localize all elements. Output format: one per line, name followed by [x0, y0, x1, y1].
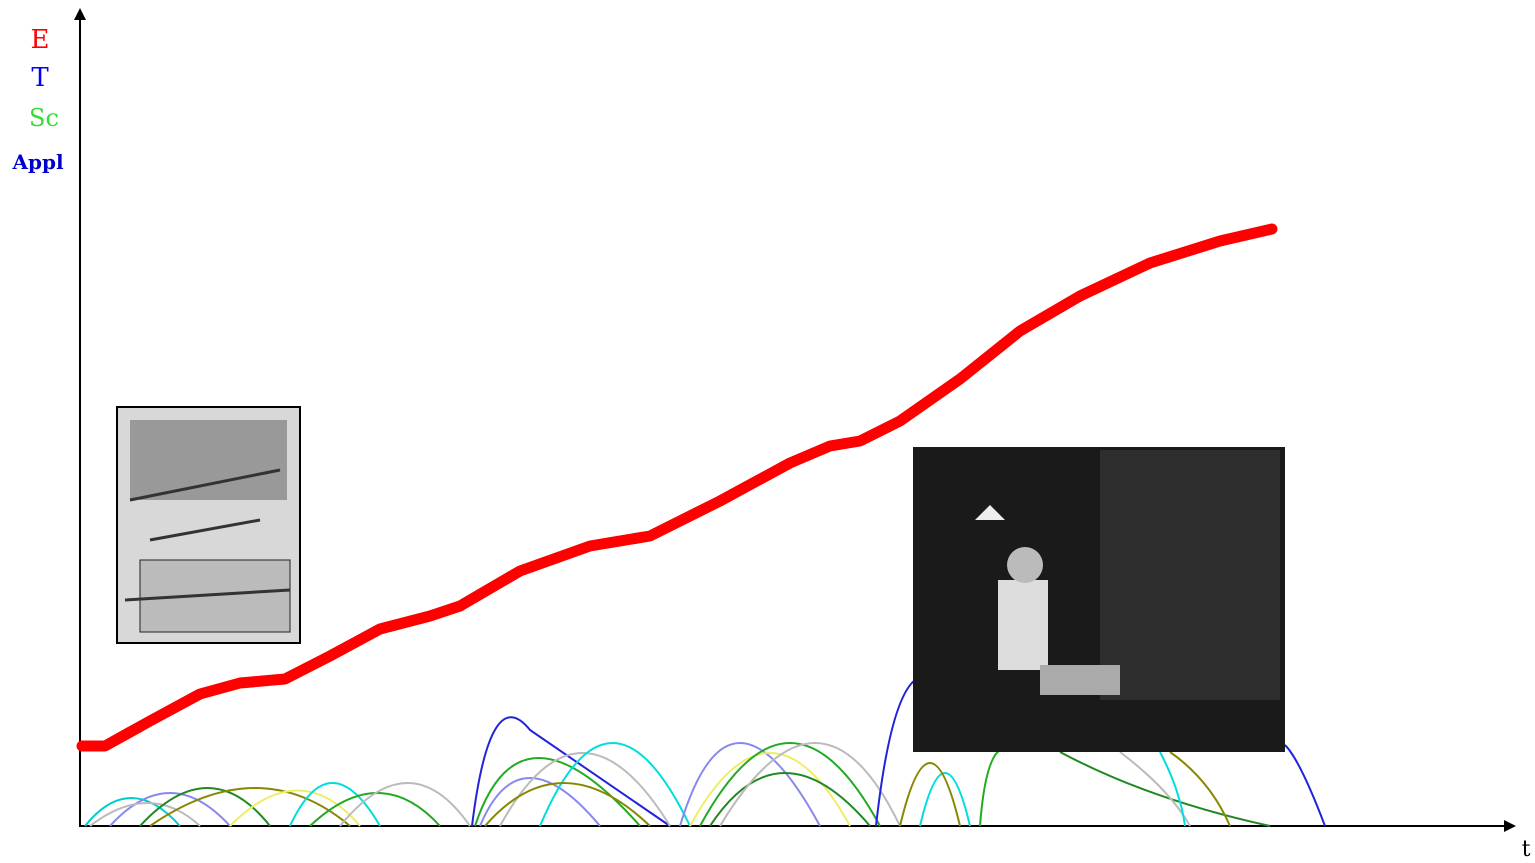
- linotype-photo: [913, 447, 1285, 752]
- waves: [84, 679, 1326, 827]
- label-appl: Appl: [11, 150, 63, 174]
- label-sc: Sc: [29, 104, 59, 132]
- label-e: E: [31, 25, 50, 55]
- label-t-axis: t: [1522, 837, 1531, 862]
- label-t: T: [31, 63, 49, 93]
- e-curve: [76, 223, 1278, 752]
- woodcut-image: [116, 406, 301, 644]
